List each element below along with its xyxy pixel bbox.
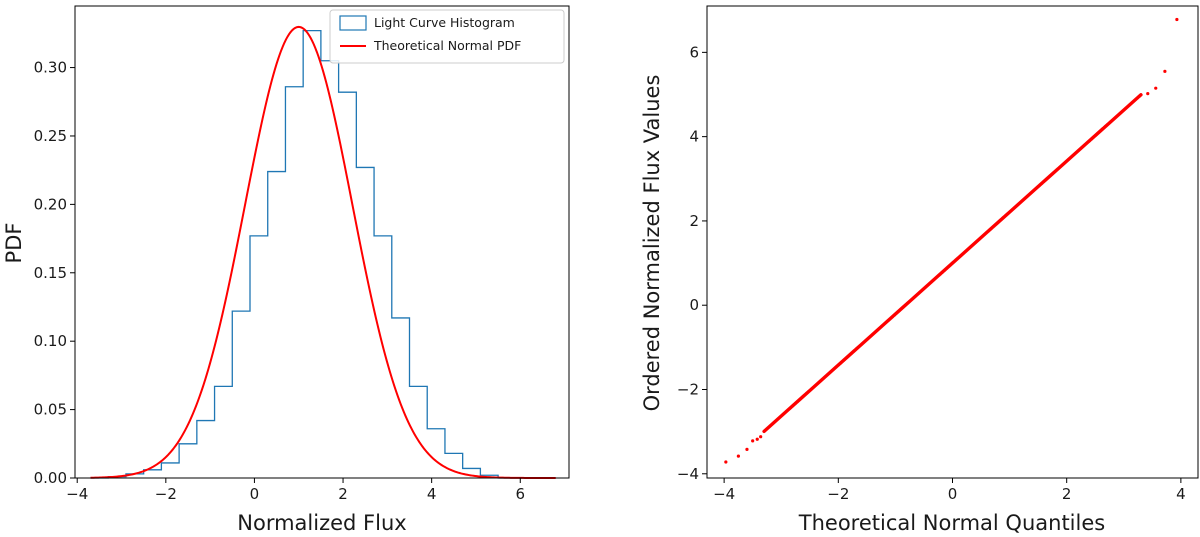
y-tick-label: 0.25 [34,127,67,145]
histogram-axes-frame [74,5,570,479]
qq-point [759,435,763,439]
histogram-step-outline [90,29,552,479]
x-tick-label: 0 [948,485,958,503]
x-tick-label: 4 [427,485,437,503]
histogram-chart: −4 −2 0 2 4 6 0.00 0.05 0.10 0.15 0.20 0.25 0.30 No… [2,5,570,535]
x-tick-label: −4 [66,485,88,503]
normal-pdf-line [90,25,556,479]
legend-histogram-label: Light Curve Histogram [374,15,515,30]
qq-y-ticks: −4 −2 0 2 4 6 [677,43,707,483]
x-tick-label: 0 [250,485,260,503]
legend-pdf-label: Theoretical Normal PDF [373,38,521,53]
qq-point [755,437,759,441]
qq-y-axis-label: Ordered Normalized Flux Values [640,75,664,412]
x-tick-label: 2 [1062,485,1072,503]
y-tick-label: −2 [677,381,699,399]
qq-plot-area [724,17,1179,464]
qq-point [1175,17,1179,22]
qq-point [1163,69,1167,73]
x-tick-label: 6 [515,485,525,503]
qq-x-ticks: −4 −2 0 2 4 [713,478,1186,503]
x-tick-label: −2 [155,485,177,503]
legend-histogram-swatch [339,15,367,31]
qq-point [1154,86,1158,90]
y-tick-label: −4 [677,465,699,483]
qq-point [751,439,755,443]
qq-x-axis-label: Theoretical Normal Quantiles [798,511,1105,535]
qq-point [745,447,749,451]
x-tick-label: 2 [338,485,348,503]
x-tick-label: 4 [1176,485,1186,503]
y-tick-label: 2 [689,212,699,230]
qq-point [1146,92,1150,96]
y-tick-label: 0.20 [34,195,67,213]
y-tick-label: 6 [689,43,699,61]
qq-point [736,454,741,458]
y-tick-label: 0.10 [34,332,67,350]
histogram-y-axis-label: PDF [2,223,26,264]
y-tick-label: 0.05 [34,401,67,419]
legend: Light Curve Histogram Theoretical Normal… [329,9,565,64]
histogram-y-ticks: 0.00 0.05 0.10 0.15 0.20 0.25 0.30 [34,59,75,487]
y-tick-label: 4 [689,128,699,146]
y-tick-label: 0.30 [34,59,67,77]
qq-point-cloud [762,93,1143,434]
histogram-plot-area [90,25,556,479]
x-tick-label: −2 [827,485,849,503]
y-tick-label: 0.15 [34,264,67,282]
x-tick-label: −4 [713,485,735,503]
qq-plot-chart: −4 −2 0 2 4 −4 −2 0 2 4 6 Theoretical Normal Quan… [640,5,1199,535]
y-tick-label: 0 [689,296,699,314]
y-tick-label: 0.00 [34,469,67,487]
histogram-x-axis-label: Normalized Flux [237,511,406,535]
legend-box [329,9,565,64]
histogram-x-ticks: −4 −2 0 2 4 6 [66,478,525,503]
qq-point [724,460,728,464]
